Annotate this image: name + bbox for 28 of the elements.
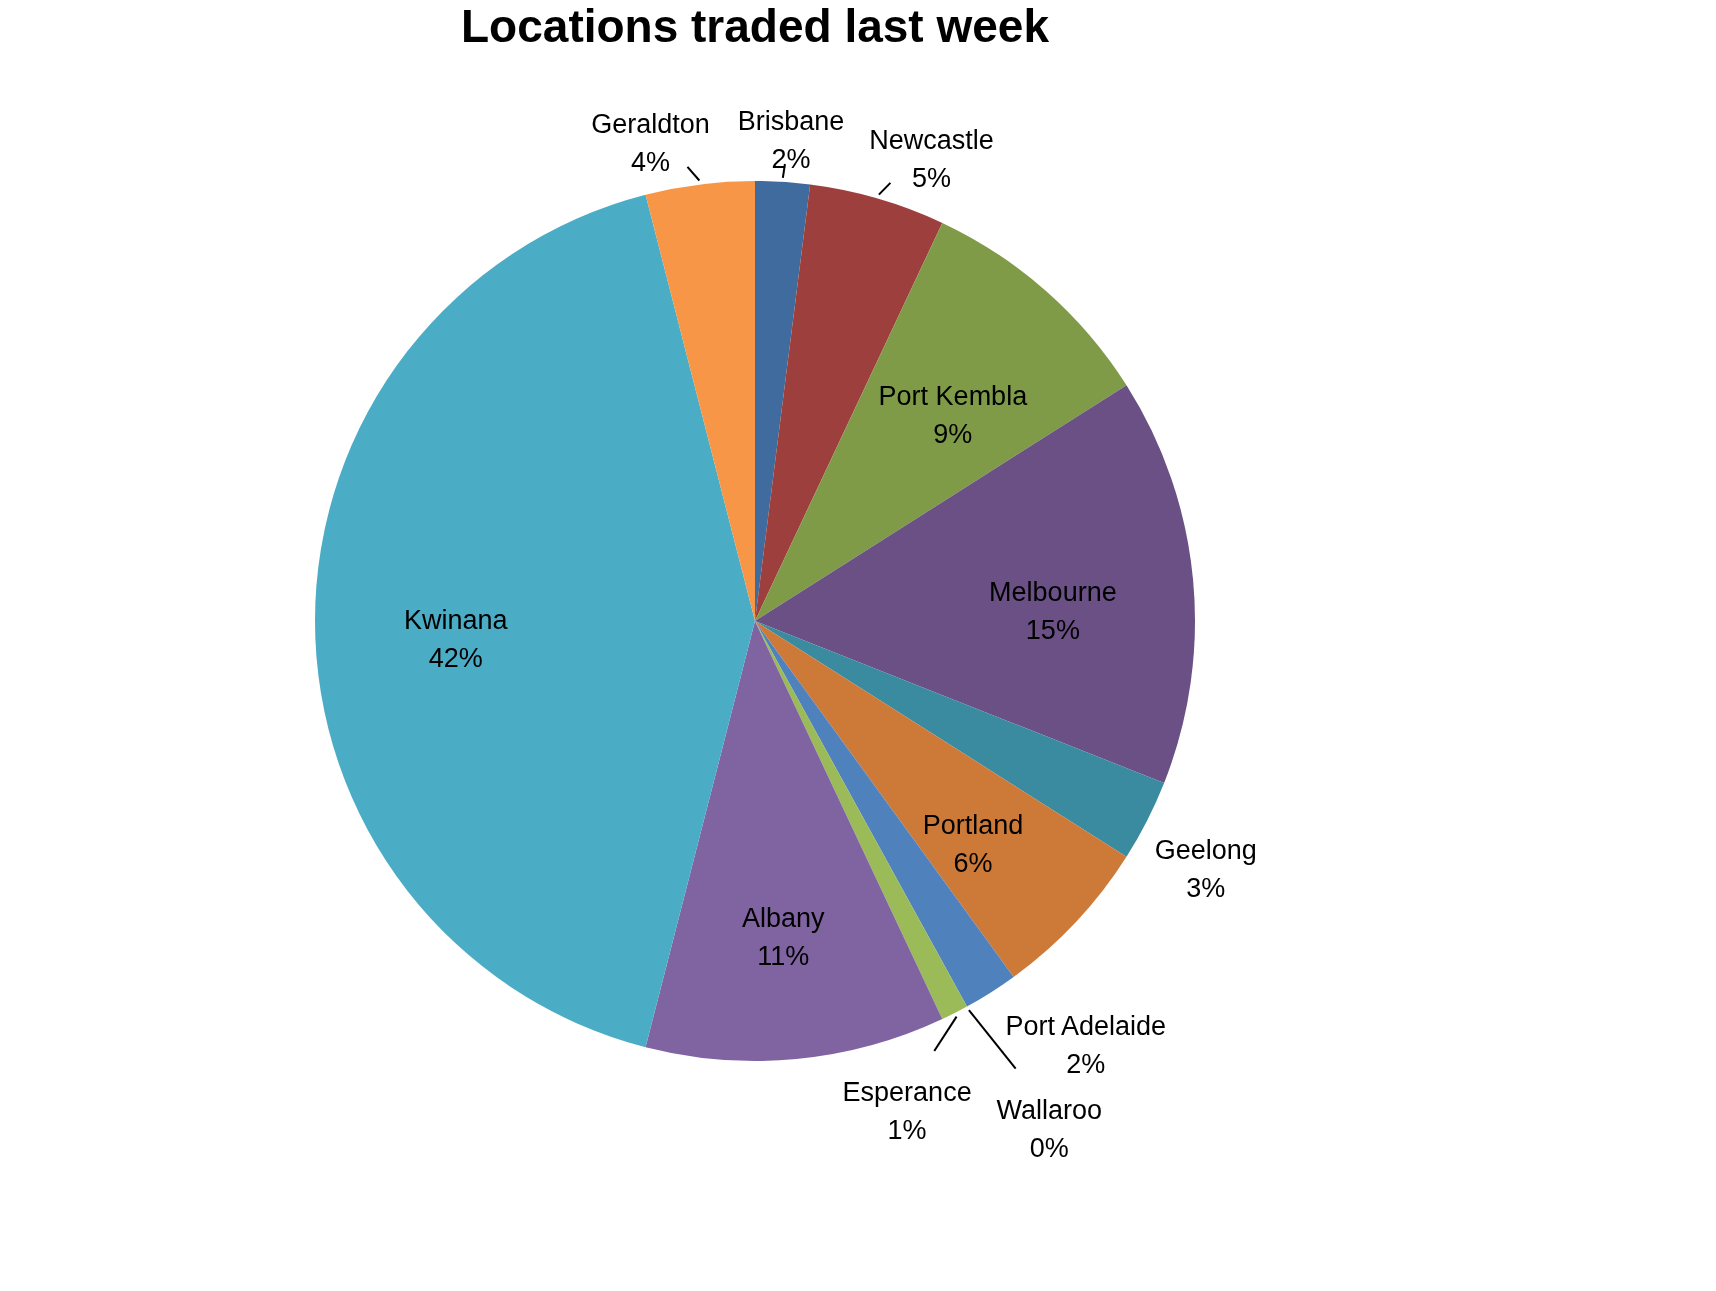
slice-label: Melbourne [989,576,1117,607]
slice-label: Newcastle [869,124,994,155]
data-label: 3% [1186,872,1226,903]
slice-label: Albany [741,902,825,933]
data-label: 2% [1066,1048,1106,1079]
data-label: 6% [953,847,993,878]
slice-label: Port Adelaide [1005,1010,1167,1041]
slice-label: Geelong [1154,834,1257,865]
data-label: 1% [887,1115,927,1146]
slice-label: Port Kembla [878,380,1029,411]
data-label: 11% [757,940,810,971]
slice-label: Geraldton [591,108,710,139]
data-label: 4% [631,146,671,177]
data-label: 5% [912,162,952,193]
pie-slice [755,385,1195,783]
slice-label: Brisbane [737,105,845,136]
slice-label: Esperance [842,1077,972,1108]
pie-slice [755,222,1127,621]
data-label: 42% [428,643,483,673]
pie-slice [645,181,755,621]
data-label: 2% [771,143,811,174]
slice-label: Kwinana [404,605,509,635]
data-label: 9% [933,418,973,449]
text: 0% [1029,1132,1069,1163]
chart-title: Locations traded last week [461,0,1050,52]
slice-label: Portland [922,809,1024,840]
data-label: 15% [1025,614,1080,645]
category-label: Wallaroo [996,1094,1102,1125]
